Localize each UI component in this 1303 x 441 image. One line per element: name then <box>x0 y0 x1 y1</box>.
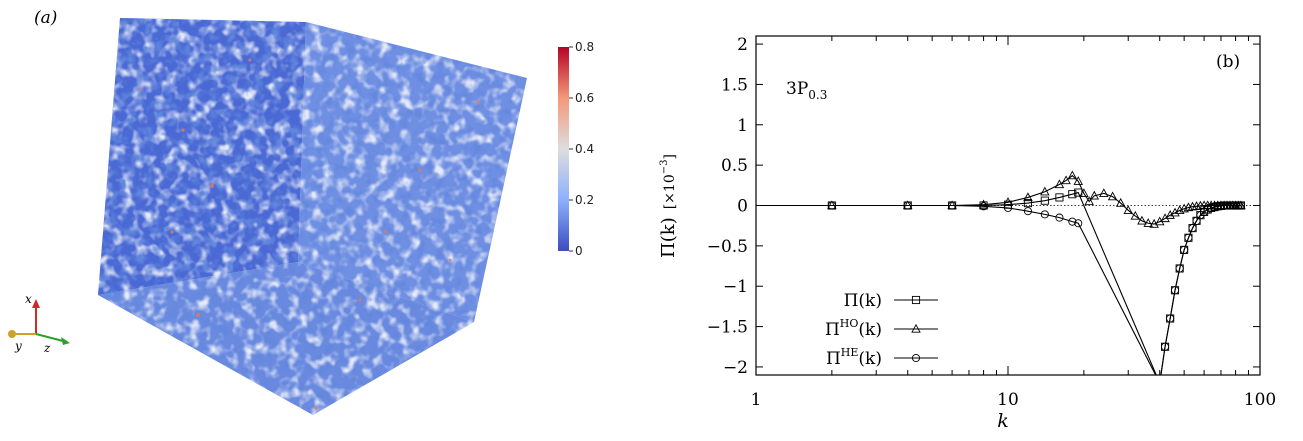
point-pi-he <box>903 201 912 210</box>
point-pi-ho <box>1123 205 1133 214</box>
legend-marker-pi <box>911 295 921 305</box>
point-pi-ho <box>1143 218 1153 227</box>
y-tick-label: 0.5 <box>721 156 748 176</box>
point-pi-he <box>1225 201 1235 210</box>
point-pi-he <box>1236 201 1245 210</box>
cube-hotspots <box>138 58 480 410</box>
plot-frame <box>755 35 1261 376</box>
chart-annotation: 3P0.3 <box>786 79 827 102</box>
series-pi-ho <box>756 170 1246 228</box>
point-pi-he <box>1055 213 1064 222</box>
point-pi-he <box>1040 210 1049 219</box>
point-pi-ho <box>1003 197 1013 206</box>
colorbar-ticks: 0.8 0.6 0.4 0.2 0 <box>569 40 594 258</box>
point-pi-ho <box>1107 191 1118 201</box>
point-pi-he <box>1216 201 1226 210</box>
point-pi-he <box>827 201 836 210</box>
triad-z-axis <box>35 333 64 342</box>
point-pi-ho <box>1170 207 1180 217</box>
point-pi-he <box>1170 286 1180 295</box>
colorbar-tick-label: 0 <box>575 244 583 258</box>
point-pi-he <box>1161 342 1170 351</box>
y-axis-label: Π(k)[×10−3] <box>658 154 679 258</box>
y-tick-label: 0 <box>737 197 748 217</box>
point-pi-ho <box>1073 176 1084 185</box>
legend: Π(k) ΠHO(k) ΠHE(k) <box>825 291 938 369</box>
point-pi-he <box>1003 203 1013 212</box>
cube-render: 0.8 0.6 0.4 0.2 0 x y z <box>8 18 594 415</box>
point-pi-he <box>948 201 957 210</box>
y-tick-label: −0.5 <box>707 237 748 257</box>
point-pi-ho <box>1040 186 1050 196</box>
point-pi-ho <box>1067 170 1078 180</box>
panel-b-chart: 2 1.5 1 0.5 0 −0.5 −1 −1.5 −2 1 10 100 (b) 3P0.3 k … <box>620 0 1303 437</box>
point-pi-ho <box>1089 190 1100 200</box>
point-pi-he <box>1166 314 1175 323</box>
x-tick-label: 10 <box>997 390 1019 410</box>
point-pi-ho <box>1079 188 1089 198</box>
colorbar <box>558 47 569 251</box>
point-pi-ho <box>1061 175 1071 185</box>
y-tick-label: 1 <box>737 116 748 136</box>
y-tick-label: 1.5 <box>721 75 748 95</box>
legend-marker-pi-he <box>911 353 921 363</box>
x-tick-label: 100 <box>1244 390 1276 410</box>
colorbar-tick-label: 0.4 <box>575 142 594 156</box>
cube-left-face <box>98 18 306 295</box>
triad-z-label: z <box>43 341 51 355</box>
x-tick-label: 1 <box>751 390 762 410</box>
flux-chart: 21.510.50−0.5−1−1.5−21 10 100 (b) 3P0.3 k … <box>658 35 1276 432</box>
point-pi-ho <box>1160 213 1170 223</box>
point-pi-he <box>1188 224 1197 233</box>
y-tick-label: −1.5 <box>707 318 748 338</box>
series-pi-he <box>756 201 1245 375</box>
panel-b-label: (b) <box>1216 52 1240 72</box>
point-pi-he <box>1175 264 1184 273</box>
colorbar-tick-label: 0.2 <box>575 193 594 207</box>
y-tick-label: 2 <box>737 35 748 55</box>
point-pi-he <box>1023 207 1033 216</box>
x-axis-label: k <box>997 410 1009 432</box>
legend-marker-pi-ho <box>911 323 921 333</box>
point-pi-he <box>1228 201 1237 210</box>
point-pi-he <box>1210 203 1219 212</box>
panel-a-visualization: (a) <box>0 0 620 437</box>
point-pi <box>1023 199 1033 208</box>
series-line-pi-he <box>756 204 1241 375</box>
orientation-triad: x y z <box>8 292 70 355</box>
point-pi <box>1055 193 1064 202</box>
point-pi-he <box>1231 201 1240 210</box>
point-pi-he <box>1213 202 1222 211</box>
point-pi-ho <box>1137 215 1147 225</box>
point-pi-ho <box>1130 210 1141 220</box>
y-tick-label: −2 <box>723 358 748 378</box>
point-pi-ho <box>1115 197 1126 207</box>
point-pi-he <box>1074 219 1083 228</box>
legend-label-pi: Π(k) <box>844 291 882 311</box>
point-pi-he <box>1192 216 1201 225</box>
colorbar-tick-label: 0.8 <box>575 40 594 54</box>
series-line-pi-ho <box>756 174 1241 225</box>
point-pi-he <box>1184 233 1193 242</box>
point-pi-he <box>979 202 988 211</box>
point-pi <box>1068 190 1077 199</box>
legend-label-pi-ho: ΠHO(k) <box>825 317 882 340</box>
point-pi-ho <box>978 199 989 209</box>
point-pi <box>1040 196 1049 205</box>
legend-label-pi-he: ΠHE(k) <box>826 346 882 369</box>
colorbar-tick-label: 0.6 <box>575 91 594 105</box>
point-pi-ho <box>1023 192 1033 202</box>
point-pi-he <box>1180 245 1189 254</box>
point-pi-he <box>1219 201 1229 210</box>
point-pi-he <box>1234 201 1243 210</box>
point-pi-ho <box>1084 196 1094 206</box>
point-pi-ho <box>1099 188 1109 198</box>
point-pi-he <box>1068 217 1077 226</box>
point-pi-he <box>1222 201 1232 210</box>
panel-a-label: (a) <box>34 8 58 28</box>
y-tick-label: −1 <box>723 277 748 297</box>
triad-y-label: y <box>14 339 22 353</box>
triad-x-label: x <box>25 292 32 306</box>
